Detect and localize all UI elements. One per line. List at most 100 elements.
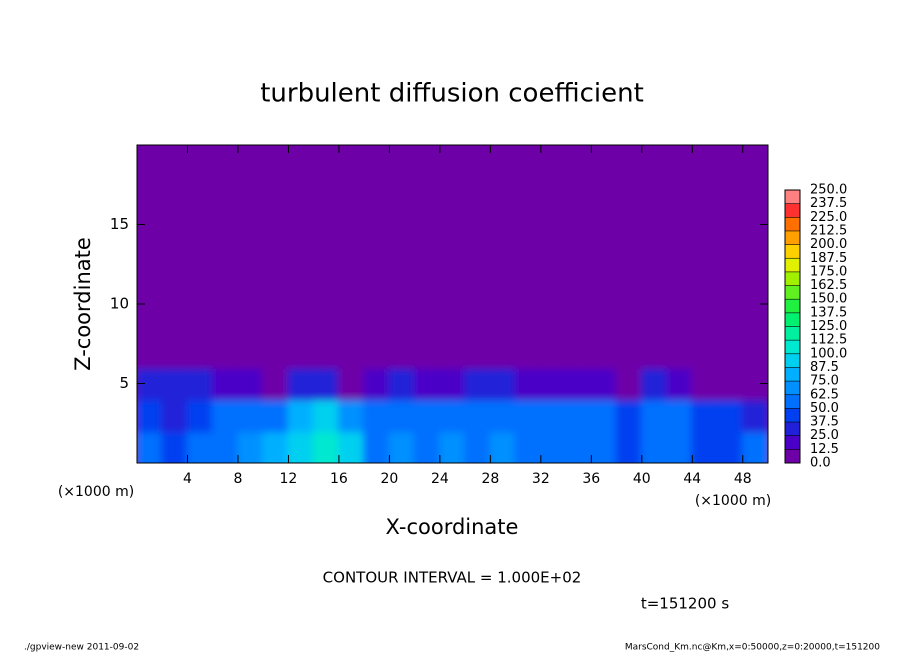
field-cell [514,271,542,305]
field-cell [741,175,768,210]
field-cell [565,398,593,433]
field-cell [716,303,744,337]
y-tick-label: 10 [110,295,129,313]
field-cell [464,175,492,210]
field-cell [741,430,768,463]
field-cell [691,303,719,337]
colorbar-bin [785,244,800,259]
field-cell [211,334,239,369]
field-cell [211,398,239,433]
field-cell [137,430,164,463]
field-cell [438,207,467,242]
field-cell [666,334,694,369]
field-cell [312,271,340,305]
colorbar-label: 200.0 [810,237,847,252]
field-cell [137,145,164,178]
colorbar-label: 112.5 [810,333,847,348]
field-cell [211,303,239,337]
field-cell [211,271,239,305]
field-cell [186,271,214,305]
field-cell [514,430,542,463]
field-cell [514,303,542,337]
x-tick-label: 8 [233,471,242,487]
field-cell [413,271,441,305]
field-cell [640,430,669,463]
field-cell [262,398,290,433]
colorbar-bin [785,230,800,245]
field-cell [337,271,366,305]
colorbar-bin [785,367,800,382]
y-tick-label: 15 [110,215,129,233]
field-cell [413,398,441,433]
field-cell [161,145,189,178]
field-cell [211,145,239,178]
field-cell [590,430,618,463]
field-cell [615,207,643,242]
field-cell [464,145,492,178]
y-tick-label: 5 [119,374,129,392]
field-cell [438,366,467,401]
field-cell [388,145,416,178]
colorbar-bin [785,203,800,218]
field-cell [640,303,669,337]
field-cell [137,175,164,210]
field-cell [287,430,315,463]
colorbar-label: 75.0 [810,374,839,389]
field-cell [211,207,239,242]
contour-interval: CONTOUR INTERVAL = 1.000E+02 [323,569,582,587]
field-cell [464,366,492,401]
colorbar-bin [785,285,800,300]
colorbar-label: 62.5 [810,387,839,402]
field-cell [186,207,214,242]
field-cell [615,239,643,274]
field-cell [691,239,719,274]
field-cell [741,145,768,178]
field-cell [741,334,768,369]
field-cell [539,334,568,369]
field-cell [312,366,340,401]
field-cell [312,145,340,178]
field-cell [539,303,568,337]
field-cell [666,175,694,210]
field-cell [741,271,768,305]
field-cell [363,271,391,305]
time-label: t=151200 s [641,595,729,613]
colorbar-bin [785,271,800,286]
field-cell [590,239,618,274]
field-cell [565,175,593,210]
field-cell [287,175,315,210]
colorbar-bin [785,217,800,231]
field-cell [236,145,265,178]
field-cell [287,303,315,337]
field-cell [287,366,315,401]
field-cell [186,366,214,401]
field-cell [236,430,265,463]
field-cell [539,145,568,178]
field-cell [161,175,189,210]
colorbar-bin [785,422,800,436]
colorbar-label: 187.5 [810,251,847,266]
field-cell [413,145,441,178]
field-cell [716,207,744,242]
field-cell [388,334,416,369]
colorbar-bin [785,435,800,450]
field-cell [590,271,618,305]
field-cell [640,366,669,401]
x-unit-right: (×1000 m) [695,493,771,509]
field-cell [413,207,441,242]
field-cell [337,207,366,242]
field-cell [186,145,214,178]
field-cell [312,430,340,463]
field-cell [666,398,694,433]
colorbar-label: 37.5 [810,415,839,430]
field-cell [337,175,366,210]
field-cell [438,271,467,305]
field-cell [287,207,315,242]
field-cell [640,239,669,274]
field-cell [590,145,618,178]
field-cell [186,303,214,337]
colorbar-label: 12.5 [810,442,839,457]
field-cell [161,239,189,274]
field-cell [615,398,643,433]
field-cell [287,239,315,274]
